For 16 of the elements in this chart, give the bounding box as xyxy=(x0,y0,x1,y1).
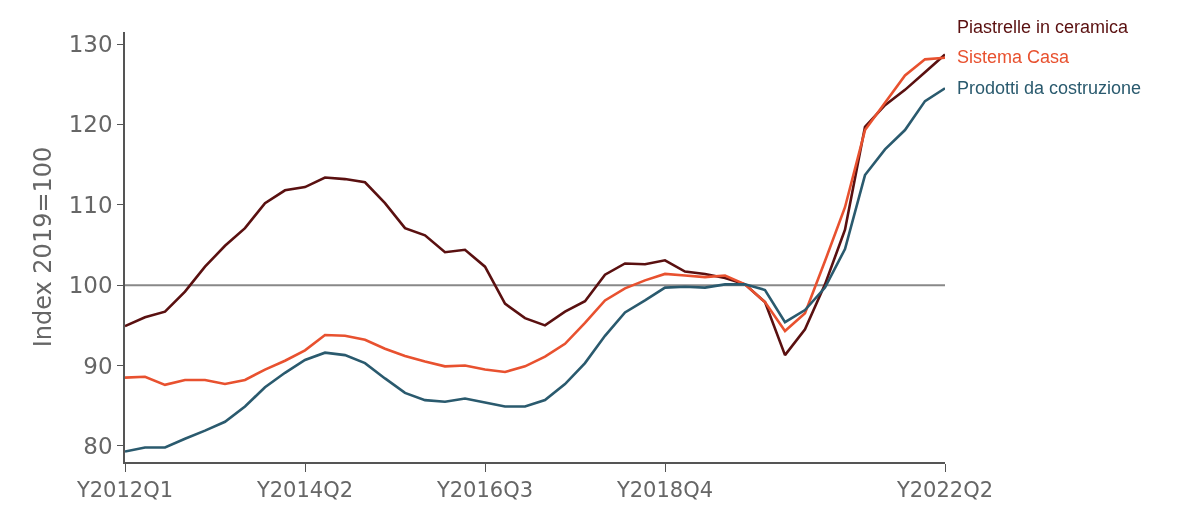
x-tick-label: Y2022Q2 xyxy=(895,477,994,502)
y-tick-label: 80 xyxy=(83,432,113,459)
x-tick-label: Y2018Q4 xyxy=(615,477,714,502)
y-axis-title: Index 2019=100 xyxy=(29,146,58,348)
x-tick-label: Y2016Q3 xyxy=(435,477,534,502)
y-tick-label: 100 xyxy=(68,272,113,299)
series-label: Piastrelle in ceramica xyxy=(957,17,1130,37)
line-series xyxy=(125,86,945,453)
y-tick-label: 120 xyxy=(68,111,113,138)
x-tick-label: Y2014Q2 xyxy=(255,477,354,502)
y-tick-label: 130 xyxy=(68,31,113,58)
series-label: Prodotti da costruzione xyxy=(957,78,1142,98)
y-tick-label: 90 xyxy=(83,352,113,379)
y-tick-label: 110 xyxy=(68,191,113,218)
x-tick-label: Y2012Q1 xyxy=(75,477,174,502)
series-label: Sistema Casa xyxy=(957,47,1071,67)
